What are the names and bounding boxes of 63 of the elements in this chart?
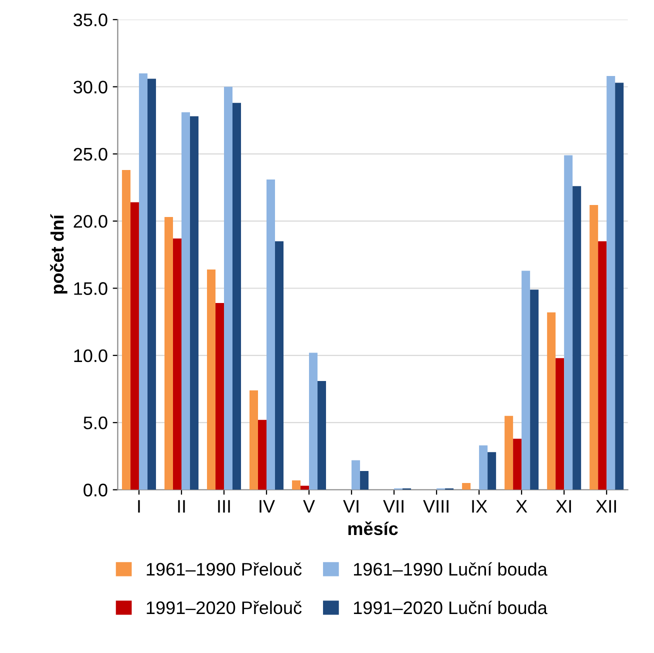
bar	[615, 82, 624, 490]
bar	[504, 416, 514, 490]
bar	[530, 290, 539, 490]
bar	[590, 204, 598, 490]
bar	[147, 78, 156, 490]
x-tick-label: I	[138, 500, 140, 513]
bar	[513, 438, 522, 490]
bar	[547, 312, 556, 490]
bar	[122, 170, 130, 490]
bar	[224, 86, 232, 490]
x-tick-label: X	[516, 500, 528, 513]
bar	[206, 269, 216, 490]
bar	[606, 76, 616, 490]
bar	[488, 452, 496, 490]
y-tick-label: 0.0	[84, 484, 108, 496]
bar	[172, 238, 182, 490]
legend-label: 1961–1990 Luční bouda	[354, 562, 548, 576]
bar	[275, 241, 284, 490]
y-tick-label: 25.0	[74, 148, 108, 161]
x-tick-label: II	[178, 500, 185, 513]
x-tick-label: VI	[343, 500, 358, 513]
y-tick-label: 20.0	[74, 215, 108, 228]
bar	[232, 102, 241, 490]
bar	[130, 202, 139, 490]
bar	[300, 486, 310, 490]
x-tick-label: VII	[383, 500, 404, 513]
y-tick-label: 10.0	[74, 349, 108, 362]
x-tick-label: III	[218, 500, 230, 513]
x-tick-label: VIII	[423, 500, 448, 513]
legend-label: 1961–1990 Přelouč	[146, 562, 302, 576]
bar	[352, 460, 360, 490]
bar	[598, 241, 607, 490]
y-tick-label: 5.0	[84, 416, 108, 430]
x-axis-title: měsíc	[348, 521, 398, 536]
y-tick-label: 15.0	[74, 282, 108, 295]
bar	[479, 445, 488, 490]
x-tick-label: XI	[556, 500, 571, 513]
bar	[522, 270, 530, 490]
y-axis-title: počet dní	[50, 214, 68, 294]
bar	[215, 303, 224, 490]
x-tick-label: IV	[260, 500, 275, 513]
legend-label: 1991–2020 Luční bouda	[354, 600, 548, 614]
bar	[556, 358, 564, 490]
bar	[258, 420, 267, 490]
bar	[292, 480, 301, 490]
x-tick-label: V	[303, 500, 315, 513]
bar	[360, 470, 369, 490]
bar	[181, 112, 190, 490]
x-tick-label: XII	[596, 500, 616, 513]
bar	[572, 186, 582, 490]
bar	[190, 116, 198, 490]
bar	[164, 217, 173, 490]
bar	[564, 155, 573, 490]
y-tick-label: 30.0	[74, 80, 108, 94]
bar	[318, 380, 326, 490]
bar	[462, 483, 471, 490]
x-tick-label: IX	[472, 500, 488, 513]
bar	[266, 179, 276, 490]
bar	[250, 390, 258, 490]
bar	[309, 352, 318, 490]
bar	[138, 73, 148, 490]
y-tick-label: 35.0	[74, 14, 108, 26]
legend-label: 1991–2020 Přelouč	[146, 600, 302, 614]
